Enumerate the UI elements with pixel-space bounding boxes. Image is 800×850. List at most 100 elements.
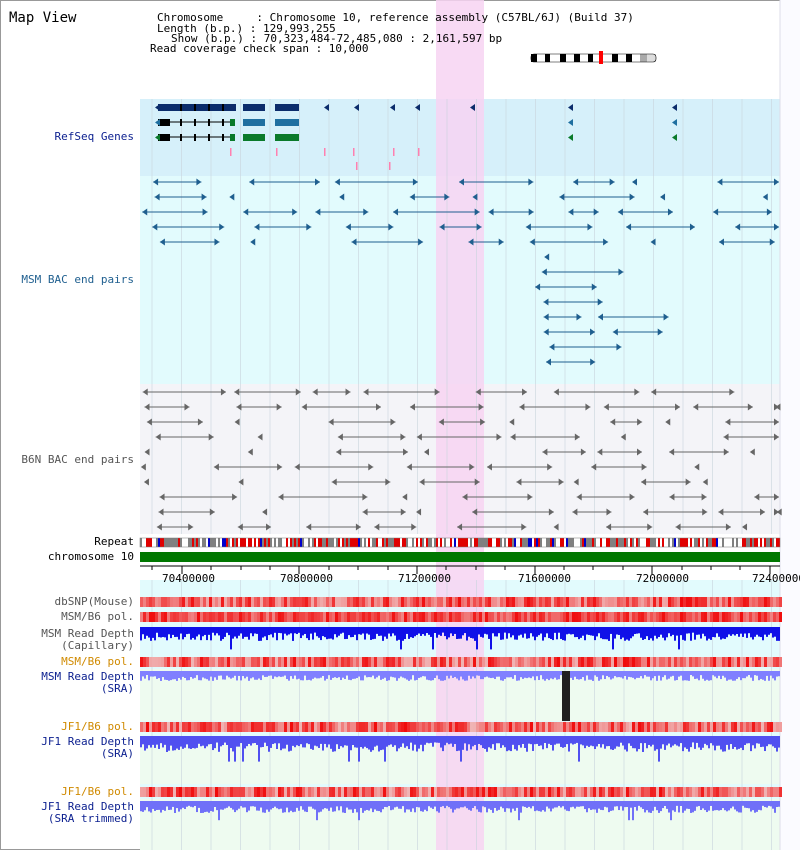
- heat-cell: [290, 597, 293, 607]
- depth-bar: [472, 627, 474, 639]
- depth-bar: [624, 671, 626, 677]
- track-label-jf1-depth-trimmed[interactable]: JF1 Read Depth (SRA trimmed): [41, 801, 134, 825]
- depth-bar: [676, 671, 678, 681]
- depth-bar: [202, 627, 204, 637]
- heat-cell: [254, 597, 257, 607]
- heat-cell: [509, 612, 512, 622]
- depth-bar: [208, 736, 210, 745]
- depth-bar: [398, 801, 400, 809]
- heat-cell: [560, 657, 563, 667]
- depth-bar: [488, 801, 490, 809]
- track-label-jf1-depth-sra[interactable]: JF1 Read Depth (SRA): [41, 736, 134, 760]
- heat-cell: [146, 612, 149, 622]
- track-label-b6n-bac[interactable]: B6N BAC end pairs: [21, 454, 134, 466]
- bac-end-marker: [702, 478, 708, 486]
- track-label-jf1-b6-pol-2[interactable]: JF1/B6 pol.: [61, 786, 134, 798]
- heat-cell: [503, 612, 506, 622]
- repeat-element: [762, 538, 764, 547]
- depth-bar: [776, 736, 778, 752]
- heat-cell: [608, 787, 611, 797]
- repeat-element: [212, 538, 214, 547]
- heat-cell: [401, 612, 404, 622]
- repeat-element: [752, 538, 754, 547]
- depth-bar: [658, 627, 660, 637]
- depth-bar: [348, 736, 350, 762]
- heat-cell: [506, 657, 509, 667]
- heat-cell: [227, 657, 230, 667]
- heat-cell: [578, 597, 581, 607]
- bac-end-marker: [219, 223, 225, 231]
- depth-bar: [438, 671, 440, 680]
- track-label-dbsnp[interactable]: dbSNP(Mouse): [55, 596, 134, 608]
- repeat-element: [712, 538, 714, 547]
- repeat-element: [608, 538, 610, 547]
- repeat-element: [396, 538, 398, 547]
- depth-bar: [426, 736, 428, 743]
- heat-cell: [515, 657, 518, 667]
- repeat-element: [624, 538, 626, 547]
- bac-end-marker: [713, 208, 719, 216]
- depth-bar: [592, 671, 594, 681]
- heat-cell: [518, 612, 521, 622]
- heat-cell: [425, 597, 428, 607]
- heat-cell: [566, 657, 569, 667]
- heat-cell: [506, 787, 509, 797]
- depth-bar: [152, 627, 154, 638]
- depth-bar: [580, 801, 582, 807]
- heat-cell: [530, 597, 533, 607]
- heat-cell: [668, 612, 671, 622]
- track-label-jf1-b6-pol-1[interactable]: JF1/B6 pol.: [61, 721, 134, 733]
- track-label-msm-depth-sra[interactable]: MSM Read Depth (SRA): [41, 671, 134, 695]
- track-label-repeat[interactable]: Repeat: [94, 536, 134, 548]
- heat-cell: [233, 657, 236, 667]
- heat-cell: [185, 597, 188, 607]
- repeat-element: [438, 538, 440, 547]
- heat-cell: [191, 657, 194, 667]
- heat-cell: [185, 722, 188, 732]
- heat-cell: [464, 657, 467, 667]
- depth-bar: [622, 736, 624, 746]
- track-label-msm-depth-capillary[interactable]: MSM Read Depth (Capillary): [41, 628, 134, 652]
- depth-bar: [272, 736, 274, 745]
- track-label-msm-b6-pol-1[interactable]: MSM/B6 pol.: [61, 611, 134, 623]
- depth-bar: [682, 627, 684, 640]
- depth-bar: [548, 671, 550, 681]
- depth-bar: [638, 627, 640, 634]
- heat-cell: [455, 612, 458, 622]
- depth-bar: [312, 736, 314, 750]
- depth-bar: [718, 801, 720, 811]
- heat-cell: [290, 722, 293, 732]
- depth-bar: [752, 736, 754, 746]
- depth-bar: [506, 627, 508, 639]
- track-label-chromosome[interactable]: chromosome 10: [48, 551, 134, 563]
- bac-end-marker: [603, 238, 609, 246]
- heat-cell: [428, 657, 431, 667]
- axis-tick-label: 70800000: [280, 572, 333, 585]
- heat-cell: [281, 722, 284, 732]
- repeat-element: [200, 538, 202, 547]
- depth-bar: [698, 736, 700, 748]
- heat-cell: [704, 787, 707, 797]
- depth-bar: [622, 671, 624, 679]
- repeat-element: [460, 538, 462, 547]
- heat-cell: [701, 597, 704, 607]
- depth-bar: [520, 801, 522, 813]
- depth-bar: [576, 627, 578, 638]
- depth-bar: [774, 671, 776, 681]
- heat-cell: [485, 657, 488, 667]
- depth-bar: [164, 627, 166, 638]
- track-label-msm-b6-pol-2[interactable]: MSM/B6 pol.: [61, 656, 134, 668]
- depth-bar: [276, 627, 278, 641]
- depth-bar: [378, 627, 380, 636]
- track-label-msm-bac[interactable]: MSM BAC end pairs: [21, 274, 134, 286]
- depth-bar: [508, 801, 510, 809]
- bac-end-marker: [591, 283, 597, 291]
- track-label-refseq-genes[interactable]: RefSeq Genes: [55, 131, 134, 143]
- repeat-element: [206, 538, 208, 547]
- heat-cell: [485, 787, 488, 797]
- depth-bar: [614, 627, 616, 639]
- heat-cell: [779, 787, 782, 797]
- heat-cell: [161, 597, 164, 607]
- repeat-element: [394, 538, 396, 547]
